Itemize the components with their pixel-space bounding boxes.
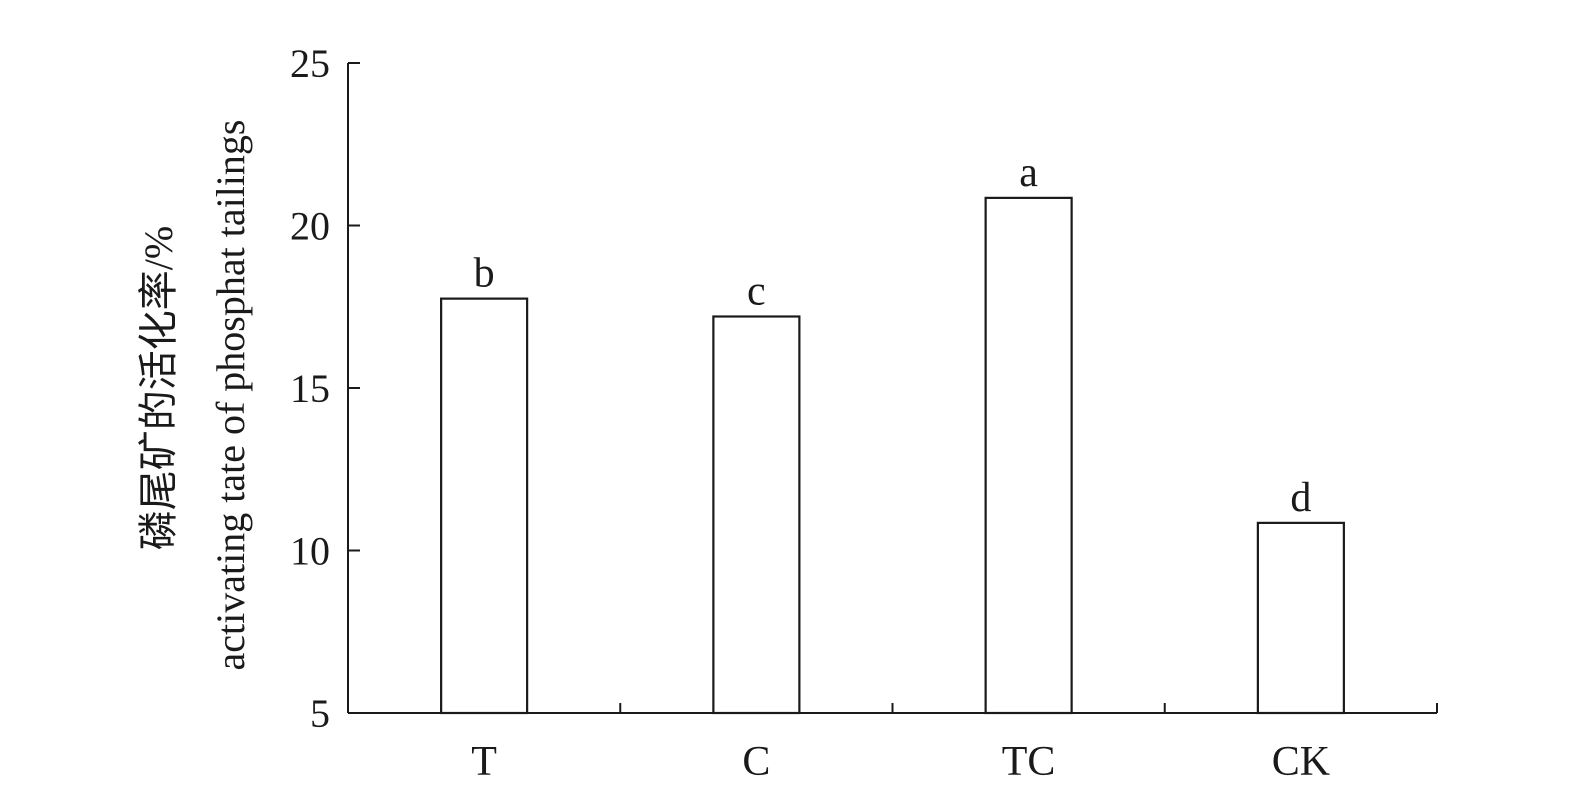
y-tick-label: 20 (290, 204, 330, 249)
significance-letter: c (747, 269, 766, 315)
y-ticks: 5 10 15 20 25 (290, 41, 360, 736)
y-axis-label-english: activating tate of phosphat tailings (208, 120, 253, 671)
category-label: T (471, 739, 497, 785)
bar-c (712, 315, 801, 715)
x-ticks (619, 703, 1438, 713)
significance-letter: d (1290, 475, 1311, 521)
bar-ck (1256, 521, 1345, 715)
bar-tc (984, 196, 1073, 715)
y-axis-label-chinese: 磷尾矿的活化率/% (136, 226, 181, 550)
bars (440, 196, 1345, 715)
category-label: C (742, 739, 770, 785)
bar-t (440, 297, 529, 715)
category-label: CK (1272, 739, 1330, 785)
category-label: TC (1002, 739, 1056, 785)
y-axis-title: 磷尾矿的活化率/% activating tate of phosphat ta… (136, 120, 253, 671)
significance-letter: a (1019, 150, 1038, 196)
y-tick-label: 5 (310, 691, 330, 736)
category-labels: T C TC CK (471, 739, 1330, 785)
y-tick-label: 10 (290, 529, 330, 574)
y-tick-label: 25 (290, 41, 330, 86)
y-tick-label: 15 (290, 366, 330, 411)
significance-letter: b (474, 251, 495, 297)
significance-labels: b c a d (474, 150, 1312, 521)
